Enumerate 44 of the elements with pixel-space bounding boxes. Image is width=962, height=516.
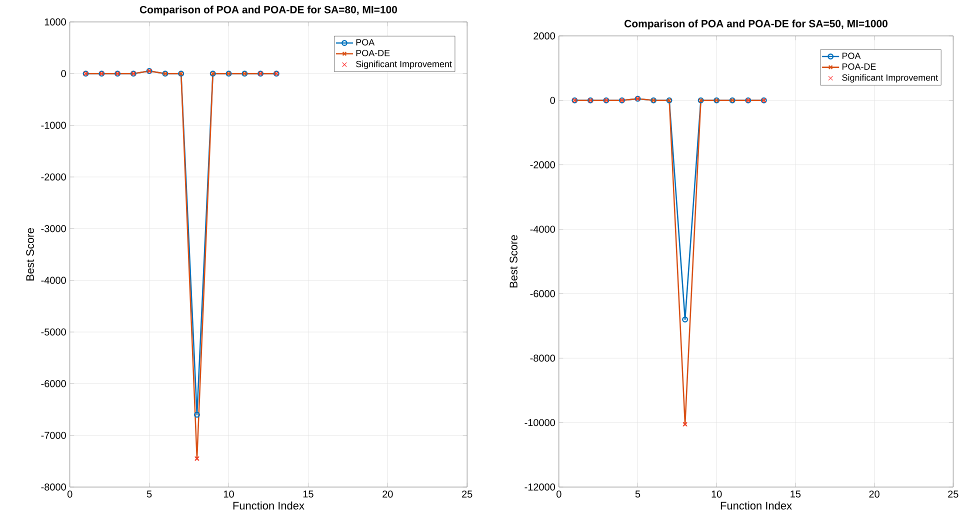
y-tick-label: -10000: [524, 419, 555, 426]
y-tick-label: 2000: [534, 32, 555, 40]
y-tick-label: -2000: [41, 173, 66, 181]
x-tick-label: 15: [303, 490, 314, 498]
x-tick-label: 5: [146, 490, 152, 498]
y-tick-label: -8000: [41, 484, 66, 491]
x-tick-label: 25: [462, 490, 472, 498]
legend-label: Significant Improvement: [842, 74, 938, 83]
legend-label: Significant Improvement: [356, 60, 452, 69]
legend-label: POA: [356, 39, 375, 46]
point: [682, 316, 688, 322]
x-tick-label: 20: [869, 490, 880, 498]
chart-title: Comparison of POA and POA-DE for SA=80, MI=100: [140, 6, 398, 16]
x-tick-label: 10: [712, 490, 722, 498]
y-axis-title: Best Score: [510, 235, 518, 288]
y-tick-label: -1000: [41, 122, 66, 129]
x-axis-title: Function Index: [720, 501, 792, 510]
x-tick-label: 15: [790, 490, 801, 498]
y-tick-label: -5000: [41, 328, 66, 336]
x-tick-label: 0: [556, 490, 562, 498]
x-axis-title: Function Index: [233, 501, 304, 510]
x-tick-label: 5: [635, 490, 640, 498]
legend-label: POA: [842, 52, 861, 60]
y-tick-label: -7000: [41, 432, 66, 439]
y-tick-label: -2000: [530, 161, 555, 168]
y-axis-title: Best Score: [26, 228, 34, 280]
y-tick-label: -3000: [41, 225, 66, 232]
y-tick-label: -4000: [41, 276, 66, 284]
y-tick-label: -8000: [530, 354, 555, 362]
y-tick-label: 0: [550, 96, 555, 104]
x-tick-label: 10: [224, 490, 234, 498]
y-tick-label: -4000: [530, 226, 555, 233]
x-tick-label: 25: [948, 490, 958, 498]
legend-label: POA-DE: [842, 63, 876, 70]
y-tick-label: -6000: [41, 380, 66, 388]
y-tick-label: 1000: [44, 18, 66, 26]
point: [194, 412, 200, 418]
y-tick-label: -6000: [530, 290, 555, 298]
y-tick-label: 0: [61, 70, 66, 78]
x-tick-label: 20: [382, 490, 393, 498]
chart-title: Comparison of POA and POA-DE for SA=50, MI=1000: [624, 20, 888, 30]
legend-label: POA-DE: [356, 50, 390, 56]
y-tick-label: -12000: [524, 484, 555, 491]
x-tick-label: 0: [67, 490, 72, 498]
